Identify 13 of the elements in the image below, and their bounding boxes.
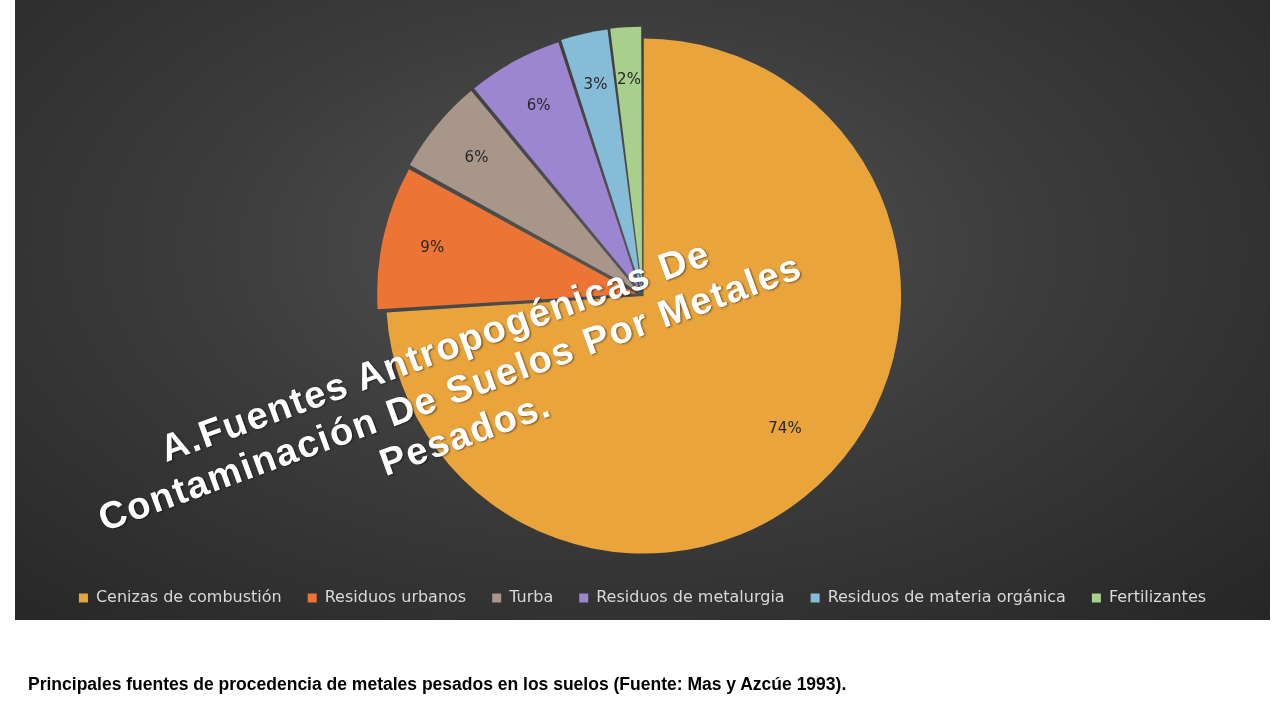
legend-label: Fertilizantes xyxy=(1108,587,1207,607)
legend-label: Cenizas de combustión xyxy=(95,587,282,607)
text: Principales fuentes de procedencia de metales pesados en los suelos (Fuente: Mas y Azcúe 1993). xyxy=(28,674,847,695)
data-label: 3% xyxy=(583,74,608,93)
data-label: 9% xyxy=(420,237,445,256)
data-label: 2% xyxy=(617,69,641,88)
data-label: 6% xyxy=(464,147,489,166)
legend-label: Residuos de metalurgia xyxy=(596,587,785,607)
legend-label: Residuos urbanos xyxy=(324,587,467,607)
data-label: 6% xyxy=(526,96,551,115)
legend-label: Residuos de materia orgánica xyxy=(827,587,1066,607)
data-label: 74% xyxy=(768,418,802,437)
legend-label: Turba xyxy=(508,587,554,607)
